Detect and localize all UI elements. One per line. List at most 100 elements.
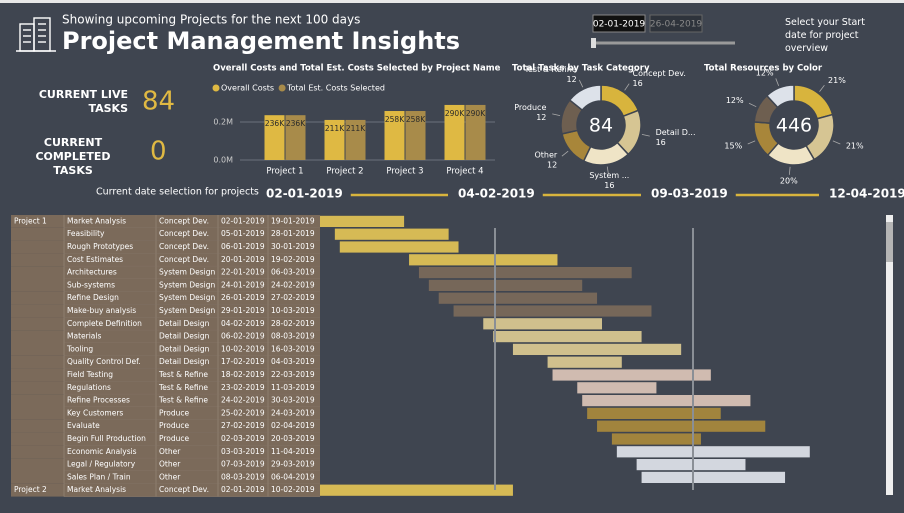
table-cell: 24-01-2019 — [221, 280, 265, 289]
table-cell: 22-03-2019 — [271, 370, 315, 379]
table-row — [11, 419, 320, 433]
table-cell: Cost Estimates — [67, 255, 123, 264]
table-row — [11, 266, 320, 279]
table-cell: 29-03-2019 — [271, 460, 315, 469]
table-cell: 10-02-2019 — [221, 344, 265, 353]
x-tick-label: Project 1 — [266, 167, 303, 177]
gantt-bar — [320, 484, 513, 496]
gantt-bar — [483, 318, 602, 330]
kpi-label: CURRENT LIVE TASKS — [38, 88, 128, 115]
table-row — [11, 458, 320, 471]
table-cell: Sub-systems — [67, 280, 115, 289]
table-cell: 26-01-2019 — [221, 293, 265, 302]
gantt-bar — [552, 369, 711, 381]
table-row — [11, 407, 320, 420]
kpi-label: CURRENT COMPLETED TASKS — [35, 136, 111, 177]
table-cell: 20-03-2019 — [271, 434, 315, 443]
table-cell: Legal / Regulatory — [67, 460, 136, 469]
bar — [345, 119, 366, 160]
table-row — [11, 304, 320, 318]
gantt-bar — [547, 356, 622, 368]
table-cell: 10-02-2019 — [271, 485, 315, 494]
kpi-value: 84 — [142, 87, 175, 117]
table-cell: Sales Plan / Train — [67, 472, 131, 481]
donut-value-label: 21% — [846, 142, 864, 151]
timeline-date: 12-04-2019 — [829, 187, 904, 201]
table-row — [11, 317, 320, 331]
bar-value-label: 211K — [346, 124, 366, 133]
table-row — [11, 394, 320, 407]
table-cell: Market Analysis — [67, 485, 126, 494]
project-cell: Project 2 — [14, 485, 47, 494]
table-cell: Evaluate — [67, 421, 100, 430]
donut-value-label: 20% — [780, 176, 798, 185]
bar-value-label: 290K — [445, 109, 465, 118]
bar — [324, 119, 345, 160]
donut-total: 446 — [776, 115, 812, 137]
legend-label: Total Est. Costs Selected — [286, 84, 385, 93]
gantt-bar — [320, 215, 405, 227]
table-row — [11, 253, 320, 267]
table-row — [11, 291, 320, 305]
leader-line — [578, 79, 584, 88]
x-tick-label: Project 4 — [446, 167, 483, 177]
bar-value-label: 258K — [406, 115, 426, 124]
donut-value-label: 16 — [633, 79, 643, 88]
donut-value-label: 16 — [656, 138, 666, 147]
end-date-input[interactable] — [649, 14, 703, 33]
table-cell: Begin Full Production — [67, 434, 146, 443]
table-cell: Produce — [159, 434, 190, 443]
table-cell: 11-04-2019 — [271, 447, 315, 456]
table-cell: 23-02-2019 — [221, 383, 265, 392]
leader-line — [624, 83, 630, 91]
table-cell: 28-01-2019 — [271, 229, 315, 238]
table-cell: Detail Design — [159, 344, 210, 353]
gantt-bar — [577, 382, 657, 394]
bar — [264, 115, 285, 160]
table-row — [11, 330, 320, 343]
table-cell: Concept Dev. — [159, 485, 209, 494]
legend-swatch — [278, 84, 286, 92]
date-slider-handle[interactable] — [591, 38, 596, 48]
bar-value-label: 211K — [325, 124, 345, 133]
scrollbar-track — [886, 215, 893, 495]
table-cell: Tooling — [66, 344, 93, 353]
bar-value-label: 236K — [286, 119, 306, 128]
table-cell: Produce — [159, 421, 190, 430]
gantt-bar — [339, 241, 459, 253]
table-cell: Other — [159, 472, 181, 481]
table-cell: System Design — [159, 306, 215, 315]
table-row — [11, 343, 320, 356]
top-border — [0, 0, 904, 3]
bar — [444, 104, 465, 160]
table-row — [11, 368, 320, 382]
leader-line — [832, 140, 841, 145]
bar — [384, 111, 405, 160]
scrollbar-thumb[interactable] — [886, 222, 893, 262]
table-cell: Refine Processes — [67, 396, 130, 405]
table-cell: Detail Design — [159, 319, 210, 328]
table-cell: System Design — [159, 268, 215, 277]
chart-title: Total Tasks by Task Category — [512, 64, 650, 74]
project-cell: Project 1 — [14, 216, 47, 225]
table-cell: Test & Refine — [158, 370, 208, 379]
donut-category-label: Detail D... — [656, 128, 696, 137]
gantt-bar — [409, 254, 558, 266]
table-cell: Test & Refine — [158, 396, 208, 405]
gantt: Project 1 Market Analysis Concept Dev. 02-0… — [11, 215, 810, 497]
bar — [405, 111, 426, 160]
table-cell: 16-03-2019 — [271, 344, 315, 353]
chart-title: Overall Costs and Total Est. Costs Selec… — [213, 64, 501, 74]
bar-value-label: 258K — [385, 115, 405, 124]
table-cell: 06-01-2019 — [221, 242, 265, 251]
start-date-value: 02-01-2019 — [593, 20, 646, 30]
table-cell: 06-04-2019 — [271, 472, 315, 481]
gantt-bar — [438, 292, 598, 304]
table-cell: Complete Definition — [67, 319, 142, 328]
donut-slice — [765, 84, 795, 109]
donut-value-label: 12 — [536, 113, 546, 122]
table-cell: Other — [159, 447, 181, 456]
donut-value-label: 12% — [756, 68, 774, 77]
start-date-input[interactable] — [592, 14, 646, 33]
